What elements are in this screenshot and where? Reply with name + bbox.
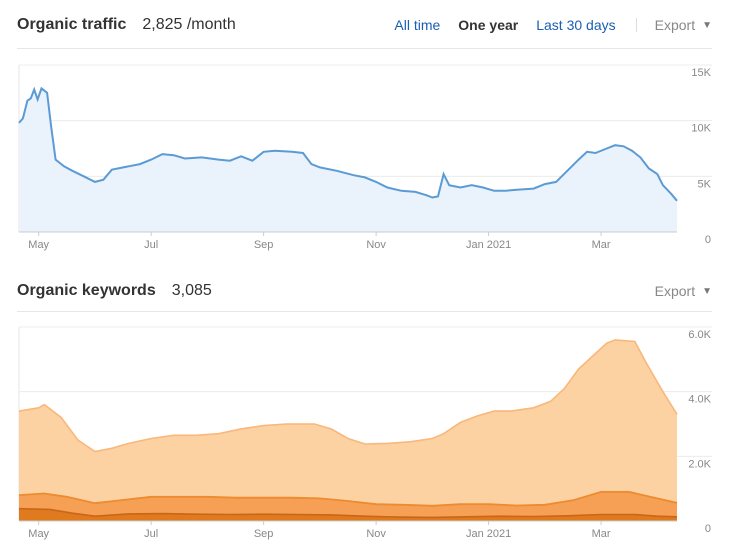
- x-tick-label: Nov: [366, 239, 386, 251]
- y-tick-label: 15K: [691, 67, 711, 79]
- y-tick-label: 2.0K: [688, 458, 711, 470]
- y-tick-label: 0: [705, 523, 711, 535]
- x-tick-label: Jul: [144, 528, 158, 540]
- range-one-year-button[interactable]: One year: [458, 17, 519, 33]
- series-area: [19, 339, 677, 521]
- keywords-export-button[interactable]: Export ▼: [655, 283, 712, 299]
- y-tick-label: 6.0K: [688, 329, 711, 341]
- keywords-controls: Export ▼: [637, 283, 712, 299]
- y-tick-label: 4.0K: [688, 394, 711, 406]
- range-all-time-button[interactable]: All time: [394, 17, 441, 33]
- y-tick-label: 10K: [691, 123, 711, 135]
- keywords-export-label: Export: [654, 283, 696, 299]
- series-area: [19, 88, 677, 233]
- keywords-title: Organic keywords: [17, 282, 156, 299]
- x-tick-label: Mar: [592, 239, 611, 251]
- x-tick-label: Nov: [366, 528, 386, 540]
- x-tick-label: May: [28, 528, 49, 540]
- series-line: [18, 491, 678, 507]
- x-tick-label: Jul: [144, 239, 158, 251]
- x-tick-label: Sep: [254, 528, 274, 540]
- series-line: [18, 507, 678, 519]
- series-line: [18, 339, 678, 453]
- x-tick-label: May: [28, 239, 49, 251]
- keywords-value: 3,085: [171, 282, 212, 299]
- traffic-divider: [17, 48, 712, 49]
- x-tick-label: Jan 2021: [466, 528, 511, 540]
- range-last-30-days-button[interactable]: Last 30 days: [536, 17, 616, 33]
- controls-divider: [635, 18, 637, 32]
- series-line: [18, 86, 678, 202]
- y-tick-label: 0: [705, 234, 711, 246]
- time-range-controls: All time One year Last 30 days Export ▼: [376, 17, 712, 33]
- keywords-chart: 6.0K 4.0K 2.0K 0 May Jul Sep Nov Jan 2021 Mar: [18, 326, 712, 540]
- x-tick-label: Sep: [254, 239, 274, 251]
- keywords-header: Organic keywords 3,085 Export ▼: [17, 278, 712, 304]
- caret-down-icon: ▼: [702, 19, 712, 31]
- traffic-chart: 15K 10K 5K 0 May Jul Sep Nov Jan 2021 Mar: [18, 64, 712, 251]
- y-tick-label: 5K: [698, 178, 712, 190]
- keywords-divider: [17, 311, 712, 312]
- traffic-export-label: Export: [654, 17, 696, 33]
- traffic-header: Organic traffic 2,825 /month All time On…: [17, 12, 712, 38]
- traffic-export-button[interactable]: Export ▼: [655, 17, 712, 33]
- caret-down-icon: ▼: [702, 285, 712, 297]
- x-tick-label: Jan 2021: [466, 239, 511, 251]
- x-tick-label: Mar: [592, 528, 611, 540]
- traffic-title: Organic traffic: [17, 16, 127, 33]
- traffic-value: 2,825 /month: [142, 16, 236, 33]
- series-area: [19, 508, 677, 521]
